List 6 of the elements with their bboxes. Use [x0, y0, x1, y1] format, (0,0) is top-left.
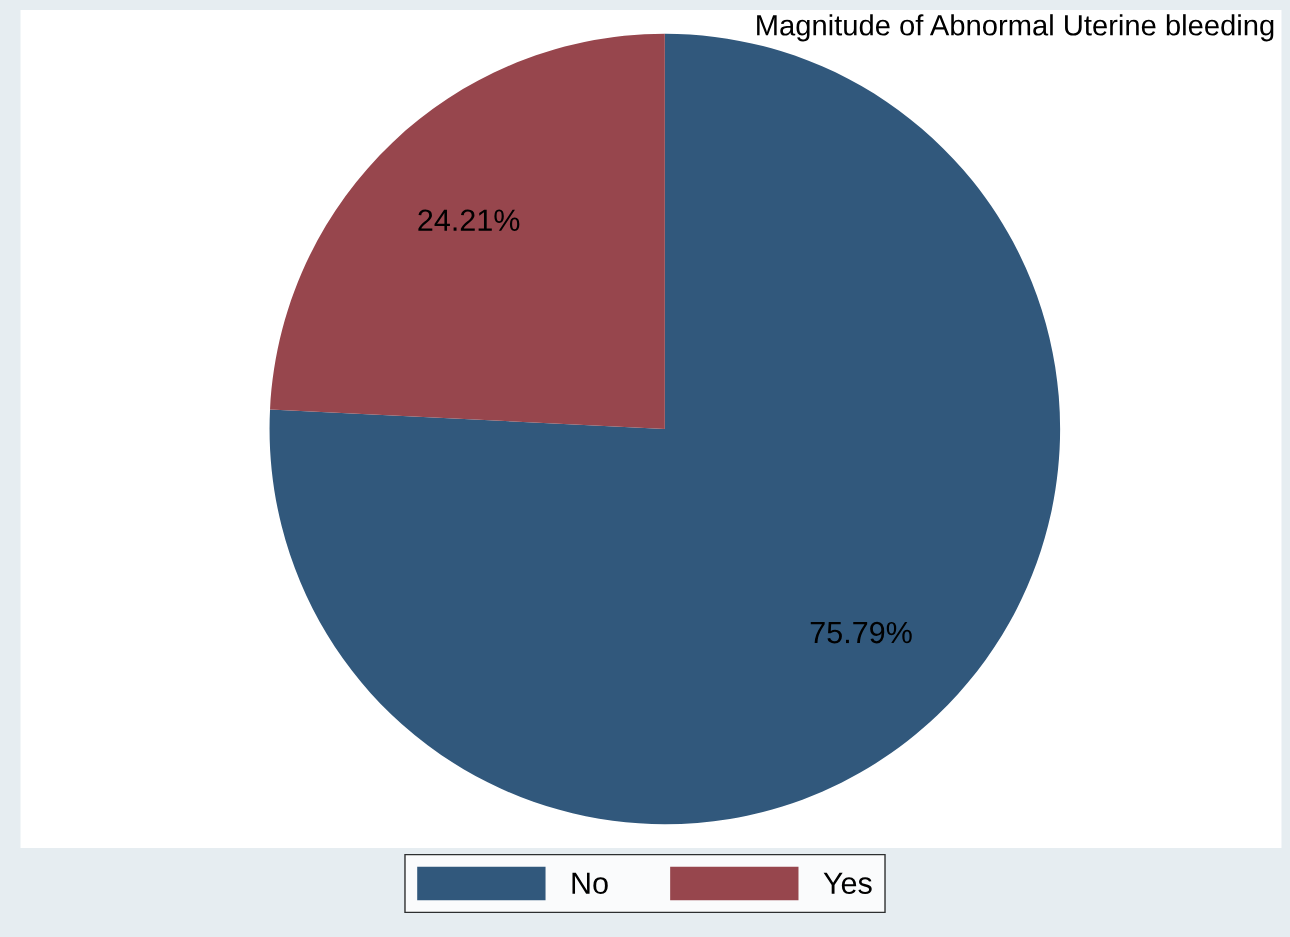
legend-label: Yes	[823, 872, 872, 895]
legend-label: No	[572, 872, 608, 895]
pie-slice	[270, 33, 665, 429]
chart-title: Magnitude of Abnormal Uterine bleeding	[757, 14, 1274, 42]
data-label: 75.79%	[810, 621, 912, 644]
data-label: 24.21%	[418, 209, 520, 231]
